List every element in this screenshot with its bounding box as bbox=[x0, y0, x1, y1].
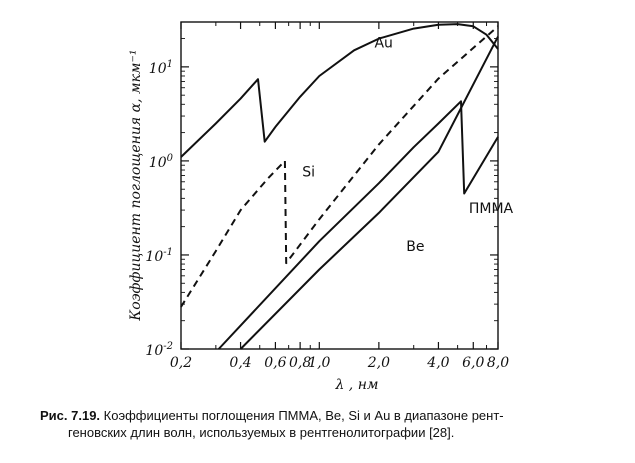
y-tick-label: 101 bbox=[149, 59, 173, 77]
axis-ticks bbox=[180, 21, 499, 350]
y-axis-title: Коэффициент поглощения α, мкм⁻¹ bbox=[128, 49, 144, 321]
x-tick-label: 0,2 bbox=[170, 355, 192, 371]
series-line-au bbox=[180, 23, 499, 158]
x-tick-label: 8,0 bbox=[487, 355, 509, 371]
series-labels: Au Si Be ПММА bbox=[302, 36, 513, 255]
x-tick-label: 0,8 bbox=[289, 355, 311, 371]
caption-figure-number: Рис. 7.19. bbox=[40, 408, 101, 423]
x-tick-label: 4,0 bbox=[426, 355, 449, 371]
series-line-be bbox=[217, 100, 499, 350]
figure-caption: Рис. 7.19. Коэффициенты поглощения ПММА,… bbox=[40, 407, 615, 441]
x-tick-label: 0,4 bbox=[229, 355, 251, 371]
x-axis-title: λ , нм bbox=[334, 377, 378, 393]
x-tick-label: 2,0 bbox=[367, 355, 390, 371]
y-tick-labels: 10-2 10-1 100 101 bbox=[145, 59, 173, 359]
y-tick-label: 10-1 bbox=[145, 247, 173, 265]
plot-frame bbox=[180, 21, 499, 350]
absorption-chart: 0,2 0,4 0,6 0,81,0 2,0 4,0 6,0 8,0 10-210-11001… bbox=[128, 21, 514, 393]
caption-line-1: Коэффициенты поглощения ПММА, Be, Si и A… bbox=[103, 408, 504, 423]
caption-line-2: геновских длин волн, используемых в рент… bbox=[68, 425, 455, 440]
x-tick-label: 0,6 bbox=[264, 355, 286, 371]
y-tick-label: 100 bbox=[149, 153, 174, 171]
x-tick-label: 1,0 bbox=[308, 355, 330, 371]
y-tick-label: 10-2 bbox=[145, 341, 173, 359]
series-label: Si bbox=[302, 165, 315, 181]
x-tick-label: 6,0 bbox=[462, 355, 484, 371]
x-tick-labels: 0,2 0,4 0,6 0,81,0 2,0 4,0 6,0 8,0 bbox=[170, 355, 509, 371]
series-line-si bbox=[180, 25, 499, 308]
series-line-pmma bbox=[239, 36, 499, 350]
series-label: Au bbox=[374, 36, 392, 52]
series-label: Be bbox=[406, 239, 424, 255]
series-lines bbox=[180, 23, 499, 350]
series-label: ПММА bbox=[469, 201, 514, 217]
